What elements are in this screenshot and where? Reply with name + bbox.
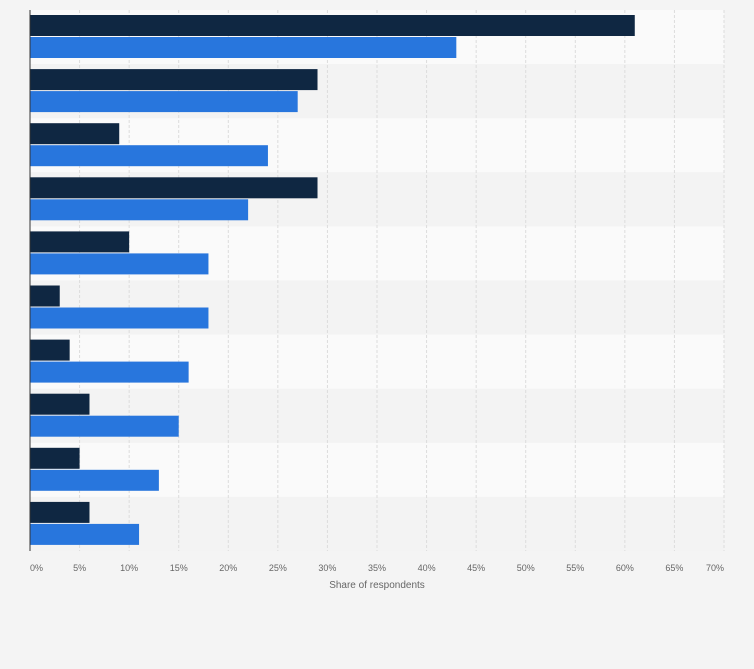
x-tick-label: 10% xyxy=(120,563,138,573)
x-tick-label: 50% xyxy=(517,563,535,573)
bar-series-1 xyxy=(30,285,60,307)
bar-series-1 xyxy=(30,69,318,91)
x-tick-label: 20% xyxy=(219,563,237,573)
bar-series-1 xyxy=(30,123,120,145)
x-tick-label: 65% xyxy=(665,563,683,573)
x-tick-label: 30% xyxy=(318,563,336,573)
bars xyxy=(30,15,635,545)
bar-series-2 xyxy=(30,469,159,491)
bar-series-1 xyxy=(30,501,90,523)
x-tick-label: 35% xyxy=(368,563,386,573)
x-tick-label: 55% xyxy=(566,563,584,573)
bar-series-2 xyxy=(30,199,249,221)
x-tick-label: 70% xyxy=(706,563,724,573)
bar-series-1 xyxy=(30,177,318,199)
bar-series-2 xyxy=(30,37,457,58)
x-tick-label: 40% xyxy=(418,563,436,573)
bar-series-2 xyxy=(30,307,209,329)
x-axis-ticks: 0% 5% 10% 15% 20% 25% 30% 35% 40% 45% 50% 55% 60% 65%… xyxy=(30,563,724,573)
bar-series-2 xyxy=(30,523,140,545)
bar-series-1 xyxy=(30,339,70,361)
bar-series-1 xyxy=(30,231,130,253)
x-tick-label: 0% xyxy=(30,563,43,573)
x-tick-label: 60% xyxy=(616,563,634,573)
bar-series-1 xyxy=(30,447,80,469)
x-tick-label: 15% xyxy=(170,563,188,573)
bar-series-2 xyxy=(30,91,298,113)
x-tick-label: 45% xyxy=(467,563,485,573)
bar-series-2 xyxy=(30,253,209,275)
bar-series-2 xyxy=(30,145,268,167)
bar-series-1 xyxy=(30,15,635,36)
x-tick-label: 5% xyxy=(73,563,86,573)
x-tick-label: 25% xyxy=(269,563,287,573)
bar-series-1 xyxy=(30,393,90,415)
x-axis-label: Share of respondents xyxy=(329,580,425,591)
bar-series-2 xyxy=(30,361,189,383)
bar-series-2 xyxy=(30,415,179,437)
